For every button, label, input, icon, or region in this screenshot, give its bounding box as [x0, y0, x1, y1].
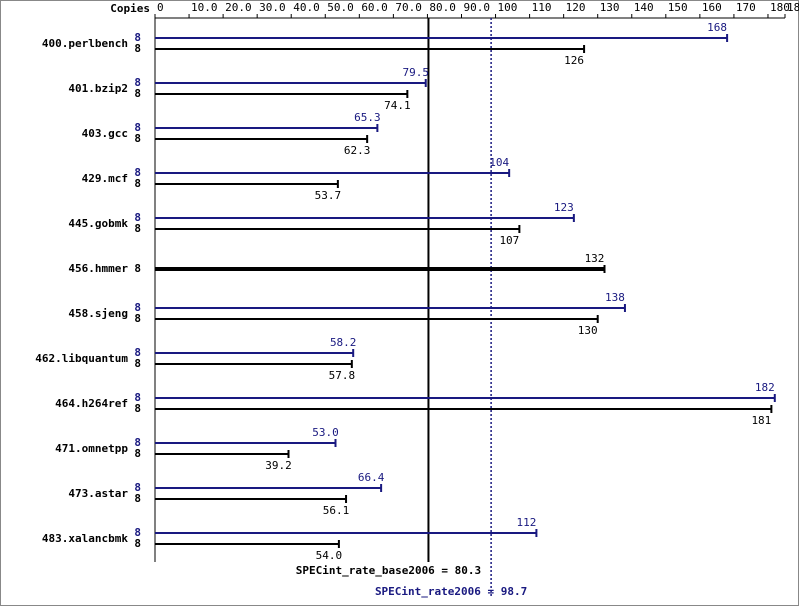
x-tick-label: 40.0: [293, 1, 320, 14]
copies-label: 8: [134, 76, 141, 89]
x-tick-label: 50.0: [327, 1, 354, 14]
copies-label: 8: [134, 42, 141, 55]
value-label: 168: [707, 21, 727, 34]
value-label: 126: [564, 54, 584, 67]
x-tick-label: 170: [736, 1, 756, 14]
value-label: 53.7: [315, 189, 342, 202]
category-label: 473.astar: [68, 487, 128, 500]
value-label: 79.5: [402, 66, 429, 79]
copies-label: 8: [134, 537, 141, 550]
x-tick-label: 90.0: [463, 1, 490, 14]
x-tick-label: 20.0: [225, 1, 252, 14]
category-label: 403.gcc: [82, 127, 128, 140]
copies-label: 8: [134, 357, 141, 370]
x-tick-label: 120: [566, 1, 586, 14]
value-label: 57.8: [329, 369, 356, 382]
category-label: 458.sjeng: [68, 307, 128, 320]
x-tick-label: 60.0: [361, 1, 388, 14]
category-label: 445.gobmk: [68, 217, 128, 230]
axis-label: Copies: [110, 2, 150, 15]
copies-label: 8: [134, 177, 141, 190]
copies-label: 8: [134, 211, 141, 224]
copies-label: 8: [134, 262, 141, 275]
value-label: 56.1: [323, 504, 350, 517]
copies-label: 8: [134, 132, 141, 145]
value-label: 62.3: [344, 144, 371, 157]
x-tick-label: 185: [787, 1, 799, 14]
category-label: 471.omnetpp: [55, 442, 128, 455]
value-label: 132: [585, 252, 605, 265]
value-label: 74.1: [384, 99, 411, 112]
x-tick-label: 180: [770, 1, 790, 14]
x-tick-label: 100: [498, 1, 518, 14]
value-label: 130: [578, 324, 598, 337]
value-label: 39.2: [265, 459, 292, 472]
copies-label: 8: [134, 481, 141, 494]
x-tick-label: 110: [532, 1, 552, 14]
category-label: 464.h264ref: [55, 397, 128, 410]
x-tick-label: 150: [668, 1, 688, 14]
x-tick-label: 30.0: [259, 1, 286, 14]
copies-label: 8: [134, 121, 141, 134]
copies-label: 8: [134, 31, 141, 44]
value-label: 54.0: [316, 549, 343, 562]
value-label: 112: [516, 516, 536, 529]
category-label: 483.xalancbmk: [42, 532, 128, 545]
value-label: 58.2: [330, 336, 357, 349]
x-tick-label: 80.0: [429, 1, 456, 14]
category-label: 401.bzip2: [68, 82, 128, 95]
x-tick-label: 130: [600, 1, 620, 14]
copies-label: 8: [134, 492, 141, 505]
value-label: 181: [751, 414, 771, 427]
category-label: 429.mcf: [82, 172, 128, 185]
copies-label: 8: [134, 526, 141, 539]
x-tick-label: 0: [157, 1, 164, 14]
copies-label: 8: [134, 436, 141, 449]
value-label: 123: [554, 201, 574, 214]
x-tick-label: 70.0: [395, 1, 422, 14]
value-label: 182: [755, 381, 775, 394]
x-tick-label: 140: [634, 1, 654, 14]
copies-label: 8: [134, 391, 141, 404]
value-label: 104: [489, 156, 509, 169]
value-label: 66.4: [358, 471, 385, 484]
reference-label: SPECint_rate_base2006 = 80.3: [296, 564, 481, 577]
copies-label: 8: [134, 346, 141, 359]
value-label: 53.0: [312, 426, 339, 439]
copies-label: 8: [134, 301, 141, 314]
x-tick-label: 160: [702, 1, 722, 14]
copies-label: 8: [134, 447, 141, 460]
value-label: 138: [605, 291, 625, 304]
x-tick-label: 10.0: [191, 1, 218, 14]
copies-label: 8: [134, 312, 141, 325]
copies-label: 8: [134, 402, 141, 415]
copies-label: 8: [134, 87, 141, 100]
copies-label: 8: [134, 166, 141, 179]
copies-label: 8: [134, 222, 141, 235]
value-label: 65.3: [354, 111, 381, 124]
value-label: 107: [499, 234, 519, 247]
category-label: 400.perlbench: [42, 37, 128, 50]
category-label: 462.libquantum: [35, 352, 128, 365]
category-label: 456.hmmer: [68, 262, 128, 275]
reference-label: SPECint_rate2006 = 98.7: [375, 585, 527, 598]
